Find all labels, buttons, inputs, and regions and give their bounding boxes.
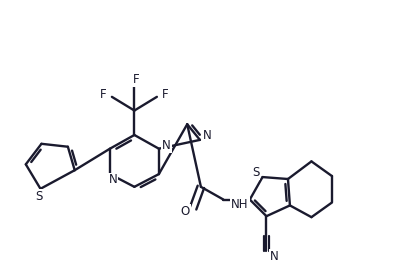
Text: F: F	[133, 73, 140, 86]
Text: NH: NH	[231, 198, 249, 211]
Text: F: F	[162, 88, 169, 102]
Text: N: N	[270, 250, 279, 263]
Text: N: N	[203, 129, 212, 143]
Text: F: F	[100, 88, 107, 102]
Text: N: N	[108, 174, 117, 186]
Text: N: N	[162, 139, 171, 152]
Text: S: S	[252, 166, 259, 179]
Text: S: S	[35, 190, 42, 203]
Text: O: O	[181, 205, 190, 218]
